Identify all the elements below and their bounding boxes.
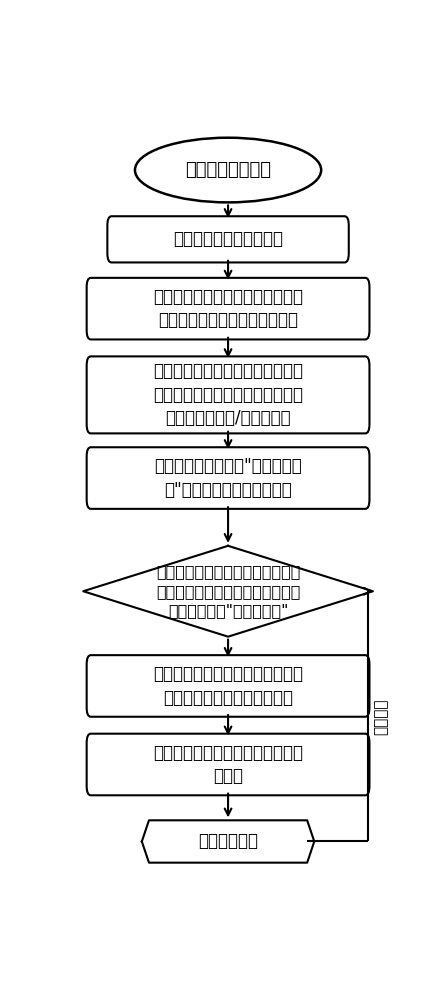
- Text: 对图像分区，统计每块区域中心的
像素量度坐标和对应的天球坐标: 对图像分区，统计每块区域中心的 像素量度坐标和对应的天球坐标: [153, 288, 303, 329]
- Text: 人为介入调好焦距: 人为介入调好焦距: [185, 161, 271, 179]
- Text: 记录各个区域中心的"参考比例尺
值"作为后期调焦的参考基准: 记录各个区域中心的"参考比例尺 值"作为后期调焦的参考基准: [154, 457, 302, 499]
- Text: 将调焦量反馈给望远镜焦距调节硬
件系统: 将调焦量反馈给望远镜焦距调节硬 件系统: [153, 744, 303, 785]
- Text: 由实时比例尺与参考比例尺差值和
比例关系确定调焦方向和大小: 由实时比例尺与参考比例尺差值和 比例关系确定调焦方向和大小: [153, 665, 303, 707]
- Text: 由区域中心像素量度坐标和天球坐
标计算并统计各个区域快中心的比
例尺（参考弧长/像素比值）: 由区域中心像素量度坐标和天球坐 标计算并统计各个区域快中心的比 例尺（参考弧长/…: [153, 362, 303, 427]
- Text: 采集一批调好焦距的图像: 采集一批调好焦距的图像: [173, 230, 283, 248]
- Text: 采集一幅新观测图像，由每块区域
中心量度坐标和天球坐标计算各个
区域快中心的"实时比例尺": 采集一幅新观测图像，由每块区域 中心量度坐标和天球坐标计算各个 区域快中心的"实…: [156, 564, 300, 619]
- Text: 完成一次调焦: 完成一次调焦: [198, 832, 258, 850]
- Text: 循环调焦: 循环调焦: [373, 698, 388, 735]
